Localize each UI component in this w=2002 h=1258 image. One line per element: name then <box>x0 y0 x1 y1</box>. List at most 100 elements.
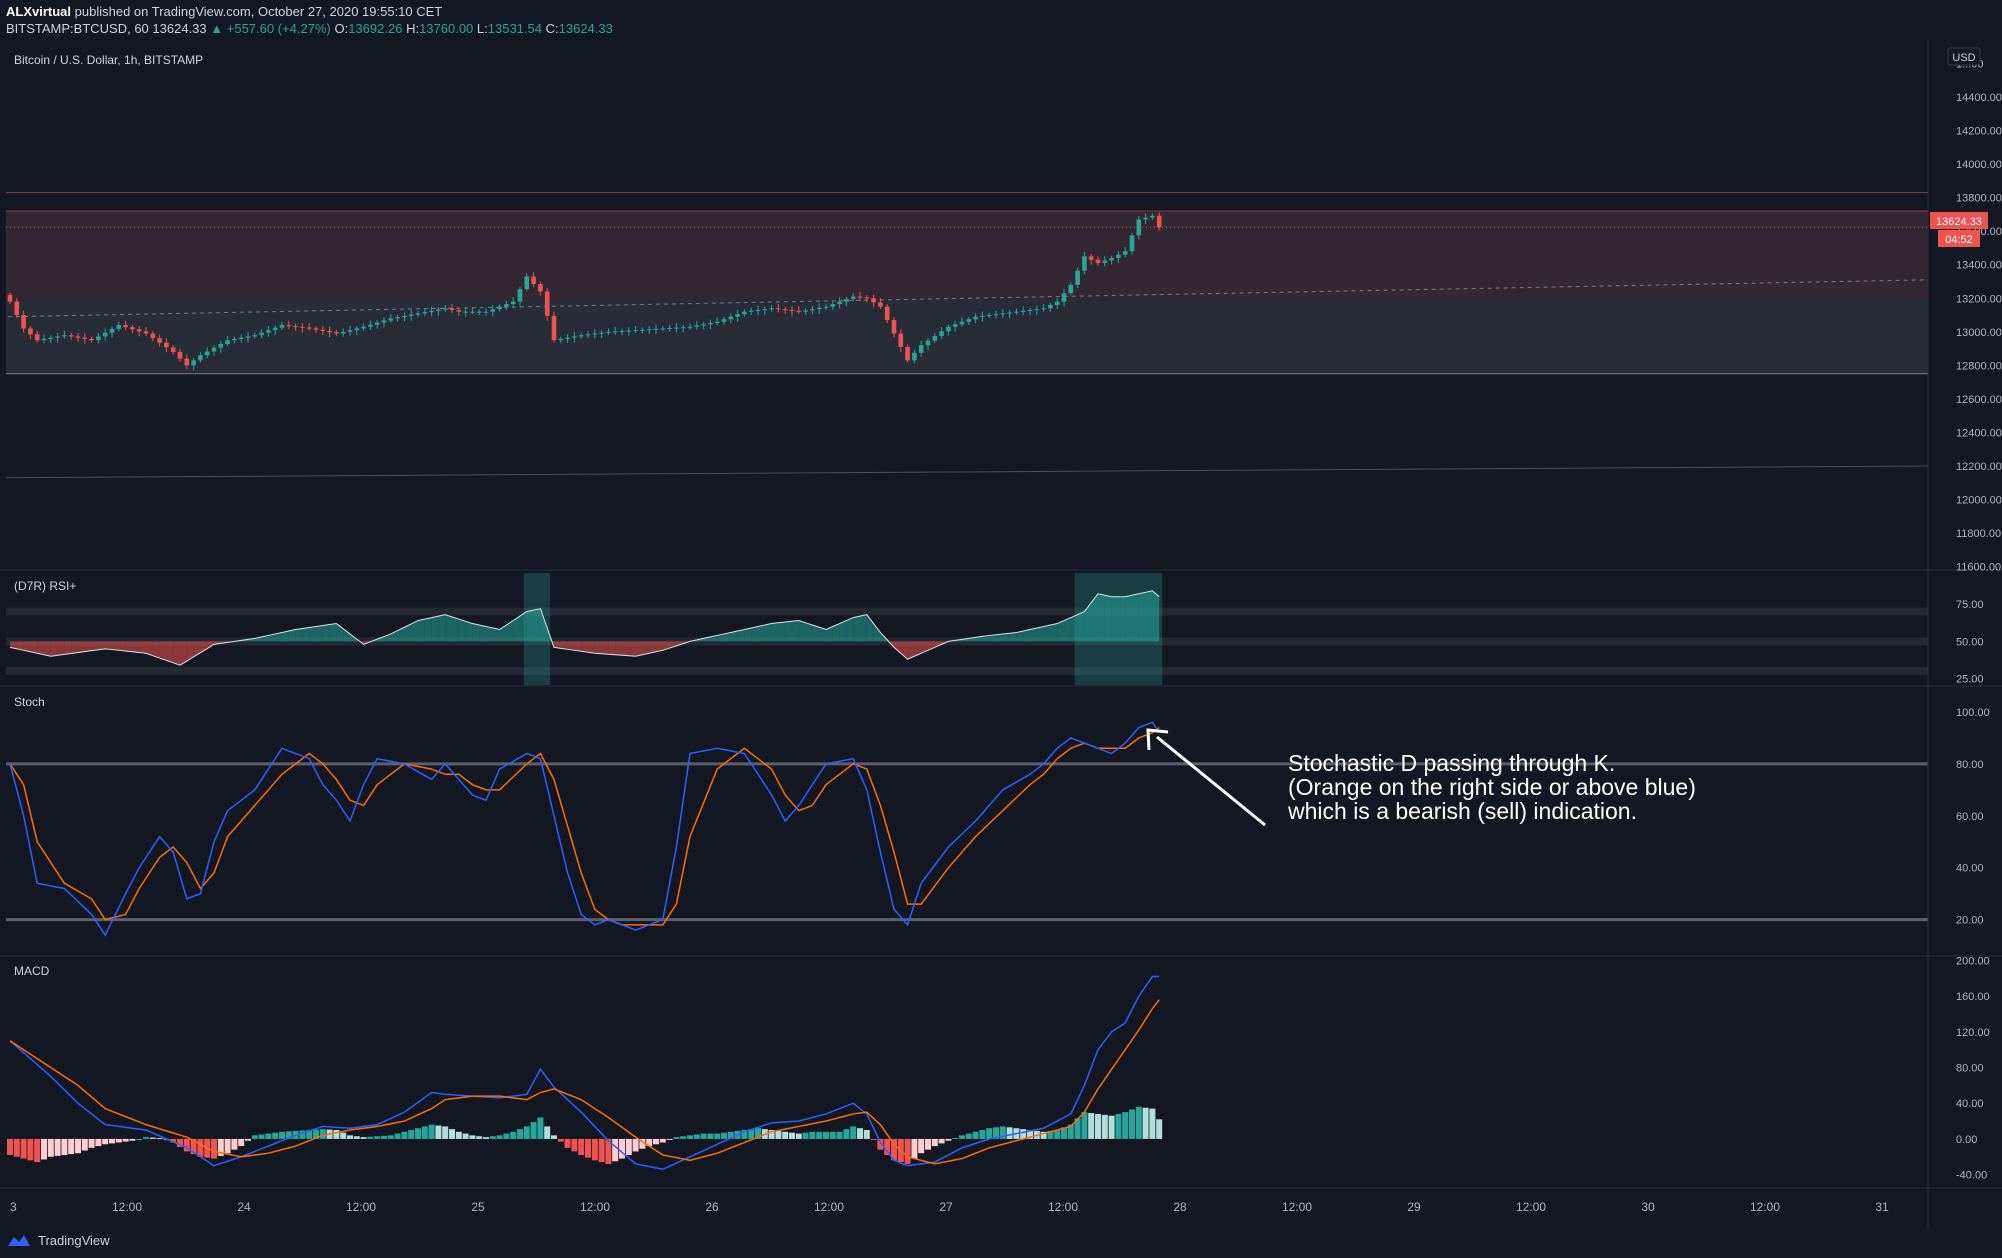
candle[interactable] <box>347 330 353 332</box>
macd-histogram-bar[interactable] <box>41 1138 47 1160</box>
macd-histogram-bar[interactable] <box>891 1138 897 1161</box>
price-pane[interactable] <box>5 192 1929 479</box>
macd-histogram-bar[interactable] <box>999 1126 1006 1139</box>
candle[interactable] <box>225 340 230 344</box>
candle[interactable] <box>75 336 81 338</box>
candle[interactable] <box>952 324 958 327</box>
resistance-zone[interactable] <box>6 211 1928 300</box>
macd-histogram-bar[interactable] <box>1088 1113 1095 1139</box>
candle[interactable] <box>504 304 509 307</box>
candle[interactable] <box>102 332 108 337</box>
candle[interactable] <box>531 276 536 284</box>
candle[interactable] <box>1122 251 1128 255</box>
macd-histogram-bar[interactable] <box>557 1138 564 1142</box>
candle[interactable] <box>565 337 570 339</box>
candle[interactable] <box>782 309 788 311</box>
macd-histogram-bar[interactable] <box>1054 1130 1061 1139</box>
macd-histogram-bar[interactable] <box>952 1138 959 1140</box>
macd-histogram-bar[interactable] <box>75 1138 81 1154</box>
macd-histogram-bar[interactable] <box>965 1133 972 1139</box>
macd-histogram-bar[interactable] <box>265 1133 272 1139</box>
candle[interactable] <box>939 331 944 336</box>
candle[interactable] <box>694 325 700 327</box>
candle[interactable] <box>198 355 203 361</box>
candle[interactable] <box>830 304 836 307</box>
macd-histogram-bar[interactable] <box>972 1131 979 1139</box>
candle[interactable] <box>816 307 822 310</box>
candle[interactable] <box>1000 313 1006 315</box>
candle[interactable] <box>1109 258 1114 261</box>
macd-histogram-bar[interactable] <box>789 1132 795 1139</box>
macd-histogram-bar[interactable] <box>918 1138 925 1154</box>
macd-histogram-bar[interactable] <box>1135 1106 1142 1139</box>
macd-histogram-bar[interactable] <box>503 1133 510 1139</box>
macd-histogram-bar[interactable] <box>353 1136 360 1139</box>
macd-histogram-bar[interactable] <box>333 1130 340 1139</box>
candle[interactable] <box>626 330 632 332</box>
candle[interactable] <box>619 330 625 332</box>
candle[interactable] <box>769 308 774 310</box>
stoch-d-line[interactable] <box>9 726 1160 926</box>
candle[interactable] <box>259 332 264 336</box>
candle[interactable] <box>544 291 550 316</box>
candle[interactable] <box>1020 310 1026 312</box>
candle[interactable] <box>1150 215 1155 218</box>
candle[interactable] <box>708 323 713 325</box>
candle[interactable] <box>599 332 604 334</box>
macd-histogram-bar[interactable] <box>61 1138 68 1155</box>
candle[interactable] <box>864 297 870 299</box>
candle[interactable] <box>313 328 319 330</box>
macd-histogram-bar[interactable] <box>102 1138 109 1145</box>
macd-histogram-bar[interactable] <box>863 1130 870 1139</box>
candle[interactable] <box>89 338 94 341</box>
candle[interactable] <box>1027 310 1033 311</box>
candle[interactable] <box>497 306 502 310</box>
candle[interactable] <box>687 326 693 328</box>
macd-histogram-bar[interactable] <box>1081 1112 1088 1139</box>
candle[interactable] <box>490 309 496 312</box>
candle[interactable] <box>463 311 468 313</box>
candle[interactable] <box>680 327 686 329</box>
macd-histogram-bar[interactable] <box>442 1126 449 1139</box>
candle[interactable] <box>442 308 448 310</box>
candle[interactable] <box>653 328 659 330</box>
tradingview-logo-icon[interactable] <box>6 1232 32 1248</box>
macd-histogram-bar[interactable] <box>1129 1109 1135 1139</box>
candle[interactable] <box>1116 254 1121 258</box>
candle[interactable] <box>293 325 298 327</box>
candle[interactable] <box>48 337 54 339</box>
macd-histogram-bar[interactable] <box>625 1138 632 1155</box>
candle[interactable] <box>238 337 244 339</box>
macd-histogram-bar[interactable] <box>340 1132 347 1139</box>
macd-histogram-bar[interactable] <box>904 1138 911 1164</box>
candle[interactable] <box>266 330 271 333</box>
macd-histogram-bar[interactable] <box>1108 1115 1115 1139</box>
macd-histogram-bar[interactable] <box>177 1138 183 1147</box>
candle[interactable] <box>157 338 162 343</box>
macd-histogram-bar[interactable] <box>741 1130 748 1139</box>
candle[interactable] <box>470 311 475 313</box>
candle[interactable] <box>327 330 332 333</box>
macd-histogram-bar[interactable] <box>544 1126 551 1139</box>
candle[interactable] <box>116 325 122 329</box>
macd-histogram-bar[interactable] <box>489 1136 496 1139</box>
candle[interactable] <box>388 318 394 321</box>
signal-line[interactable] <box>9 999 1160 1165</box>
macd-histogram-bar[interactable] <box>659 1138 666 1143</box>
macd-histogram-bar[interactable] <box>27 1138 34 1161</box>
macd-histogram-bar[interactable] <box>931 1138 938 1147</box>
macd-histogram-bar[interactable] <box>523 1126 530 1139</box>
macd-histogram-bar[interactable] <box>591 1138 598 1161</box>
candle[interactable] <box>449 308 455 310</box>
macd-histogram-bar[interactable] <box>653 1138 659 1145</box>
candle[interactable] <box>912 352 917 361</box>
candle[interactable] <box>850 296 856 300</box>
macd-histogram-bar[interactable] <box>1156 1119 1163 1139</box>
macd-histogram-bar[interactable] <box>870 1138 877 1140</box>
macd-histogram-bar[interactable] <box>687 1135 693 1139</box>
candle[interactable] <box>456 310 462 312</box>
candle[interactable] <box>272 327 278 331</box>
macd-histogram-bar[interactable] <box>795 1133 802 1139</box>
candle[interactable] <box>1061 293 1067 302</box>
candle[interactable] <box>130 327 135 330</box>
